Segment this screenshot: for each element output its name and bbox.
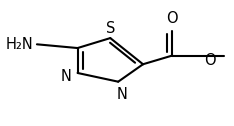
Text: H₂N: H₂N <box>6 37 33 52</box>
Text: O: O <box>204 53 216 68</box>
Text: O: O <box>167 11 178 26</box>
Text: N: N <box>61 69 72 84</box>
Text: N: N <box>116 87 127 102</box>
Text: S: S <box>106 21 115 36</box>
